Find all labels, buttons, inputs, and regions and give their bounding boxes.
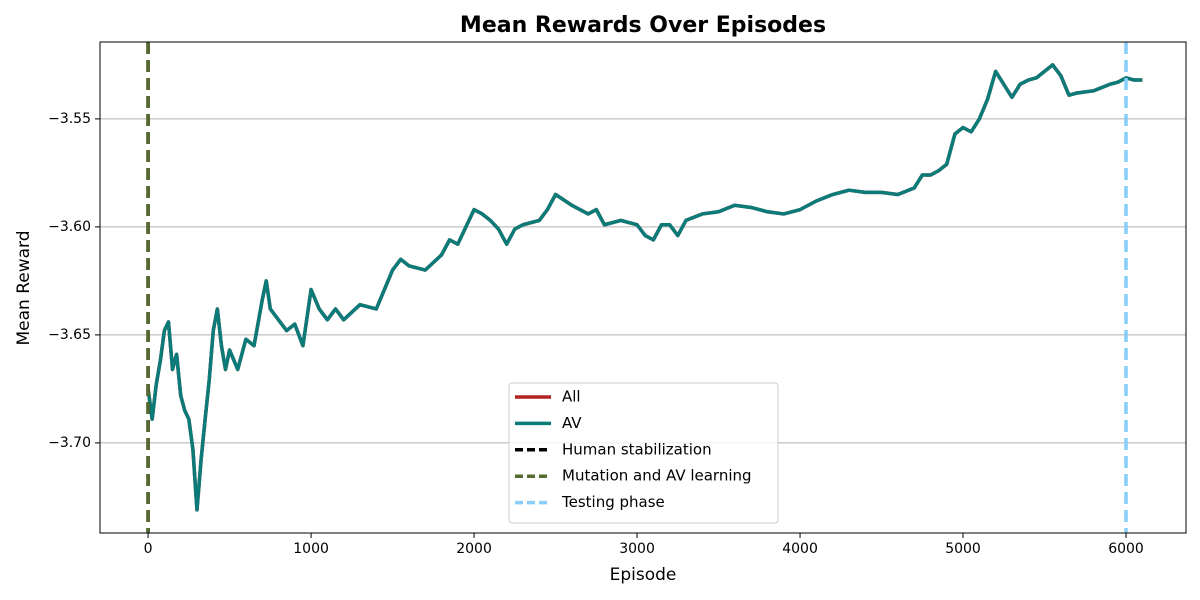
x-tick-label: 0: [144, 541, 153, 557]
y-axis-label: Mean Reward: [14, 230, 34, 345]
legend-label: Testing phase: [561, 493, 665, 511]
x-tick-label: 2000: [456, 541, 492, 557]
y-tick-label: −3.55: [48, 111, 91, 127]
legend-box: [508, 382, 779, 524]
x-tick-label: 6000: [1108, 541, 1144, 557]
legend-label: AV: [562, 414, 582, 432]
plot-frame: [99, 41, 1187, 534]
legend-label: All: [562, 388, 581, 406]
y-tick-label: −3.70: [48, 435, 91, 451]
legend-label: Mutation and AV learning: [562, 467, 752, 485]
x-tick-label: 3000: [619, 541, 655, 557]
y-tick-label: −3.65: [48, 327, 91, 343]
y-tick-label: −3.60: [48, 219, 91, 235]
x-tick-label: 1000: [293, 541, 329, 557]
legend-label: Human stabilization: [562, 440, 712, 458]
x-axis-label: Episode: [610, 565, 677, 585]
x-tick-label: 5000: [945, 541, 981, 557]
chart-title: Mean Rewards Over Episodes: [460, 13, 826, 38]
x-tick-label: 4000: [782, 541, 818, 557]
series-line: [146, 63, 1143, 512]
